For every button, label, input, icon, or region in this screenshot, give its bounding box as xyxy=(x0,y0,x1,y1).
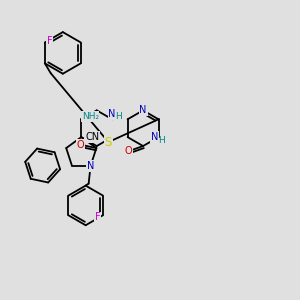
Text: NH₂: NH₂ xyxy=(82,112,99,121)
Text: N: N xyxy=(151,132,158,142)
Text: O: O xyxy=(77,140,84,150)
Text: N: N xyxy=(140,105,147,116)
Text: O: O xyxy=(124,146,132,156)
Text: S: S xyxy=(105,136,112,148)
Text: F: F xyxy=(95,212,101,222)
Text: F: F xyxy=(47,35,52,46)
Text: H: H xyxy=(158,136,165,145)
Text: N: N xyxy=(109,109,116,119)
Text: H: H xyxy=(115,112,122,121)
Text: N: N xyxy=(87,161,94,171)
Text: CN: CN xyxy=(85,132,99,142)
